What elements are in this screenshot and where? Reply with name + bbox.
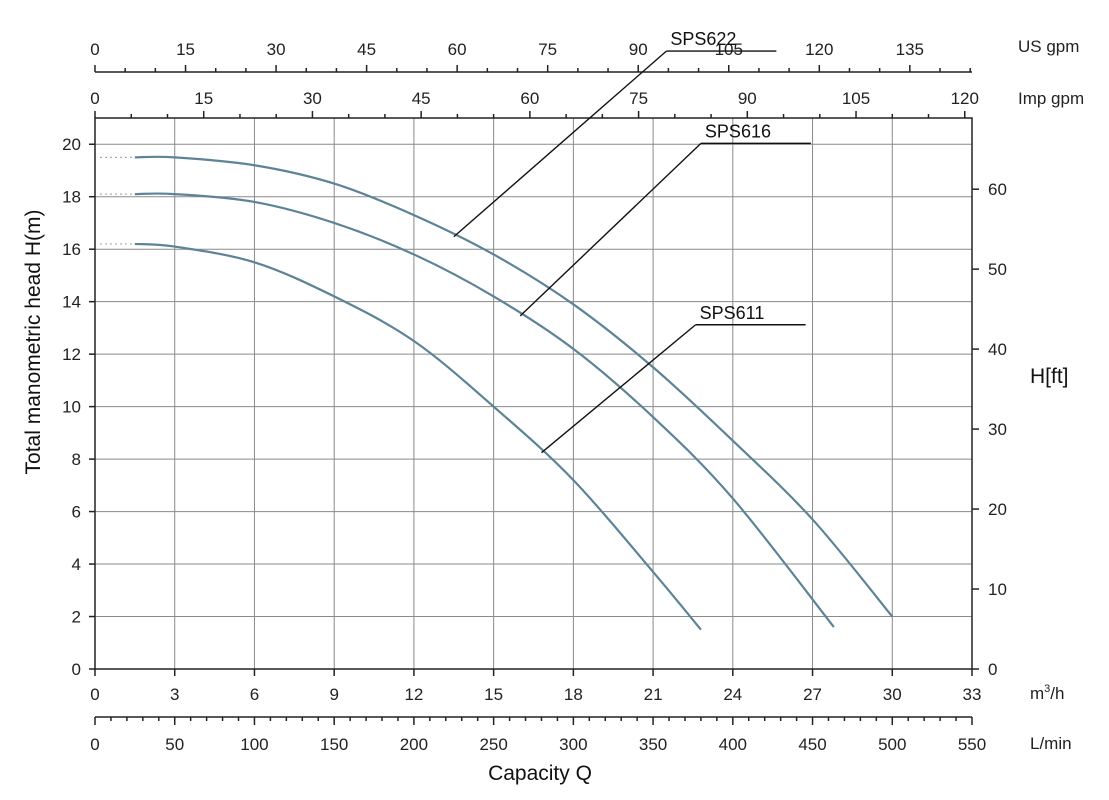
x-tick-label-lmin: 0	[90, 735, 99, 754]
top-tick-label-impgpm: 60	[520, 89, 539, 108]
top-tick-label-impgpm: 0	[90, 89, 99, 108]
top-unit-usgpm: US gpm	[1018, 37, 1079, 56]
series-label: SPS616	[705, 121, 771, 141]
y-right-axis-title: H[ft]	[1030, 365, 1069, 388]
x-tick-label-m3h: 6	[250, 685, 259, 704]
x-tick-label-lmin: 450	[798, 735, 826, 754]
y-right-tick-label: 30	[988, 420, 1007, 439]
top-tick-label-impgpm: 15	[194, 89, 213, 108]
top-tick-label-usgpm: 30	[267, 40, 286, 59]
y-right-tick-label: 0	[988, 660, 997, 679]
x-tick-label-m3h: 27	[803, 685, 822, 704]
top-tick-label-usgpm: 90	[629, 40, 648, 59]
x-tick-label-lmin: 50	[165, 735, 184, 754]
top-tick-label-impgpm: 90	[738, 89, 757, 108]
y-tick-label: 10	[62, 398, 81, 417]
y-axis-title: Total manometric head H(m)	[22, 210, 45, 475]
top-tick-label-usgpm: 15	[176, 40, 195, 59]
x-tick-label-lmin: 500	[878, 735, 906, 754]
top-tick-label-usgpm: 45	[357, 40, 376, 59]
x-tick-label-lmin: 150	[320, 735, 348, 754]
x-tick-label-m3h: 0	[90, 685, 99, 704]
x-tick-label-m3h: 18	[564, 685, 583, 704]
y-tick-label: 2	[72, 608, 81, 627]
top-tick-label-impgpm: 30	[303, 89, 322, 108]
y-right-tick-label: 10	[988, 580, 1007, 599]
x-tick-label-lmin: 250	[479, 735, 507, 754]
y-right-tick-label: 50	[988, 260, 1007, 279]
series-leader-line	[519, 142, 702, 317]
plot-frame	[94, 117, 973, 670]
y-tick-label: 8	[72, 450, 81, 469]
y-right-tick-label: 60	[988, 180, 1007, 199]
series-leader-line	[453, 50, 667, 238]
x-tick-label-m3h: 30	[883, 685, 902, 704]
x-axis-title: Capacity Q	[488, 762, 592, 785]
top-tick-label-usgpm: 135	[896, 40, 924, 59]
y-tick-label: 0	[72, 660, 81, 679]
y-tick-label: 14	[62, 293, 81, 312]
y-tick-label: 18	[62, 188, 81, 207]
y-tick-label: 6	[72, 503, 81, 522]
x-tick-label-m3h: 12	[404, 685, 423, 704]
top-tick-label-usgpm: 60	[448, 40, 467, 59]
x-tick-label-lmin: 300	[559, 735, 587, 754]
y-tick-label: 20	[62, 135, 81, 154]
top-tick-label-impgpm: 45	[412, 89, 431, 108]
top-tick-label-usgpm: 0	[90, 40, 99, 59]
x-tick-label-m3h: 3	[170, 685, 179, 704]
top-tick-label-impgpm: 120	[951, 89, 979, 108]
x-tick-label-m3h: 24	[723, 685, 742, 704]
top-tick-label-usgpm: 75	[538, 40, 557, 59]
top-tick-label-impgpm: 75	[629, 89, 648, 108]
y-tick-label: 4	[72, 555, 81, 574]
series-leader-line	[541, 324, 697, 454]
y-tick-label: 12	[62, 345, 81, 364]
series-line-sps622	[134, 155, 894, 618]
y-tick-label: 16	[62, 240, 81, 259]
grid	[95, 118, 972, 669]
series-group	[100, 155, 894, 631]
x-tick-label-lmin: 400	[719, 735, 747, 754]
y-right-tick-label: 40	[988, 340, 1007, 359]
labels-group: SPS622 SPS616 SPS611	[453, 29, 811, 454]
x-tick-label-lmin: 100	[240, 735, 268, 754]
x-tick-label-lmin: 550	[958, 735, 986, 754]
x-tick-label-lmin: 200	[400, 735, 428, 754]
series-label: SPS611	[700, 303, 765, 323]
series-line-sps616	[134, 192, 835, 628]
top-tick-label-usgpm: 120	[805, 40, 833, 59]
top-unit-impgpm: Imp gpm	[1018, 89, 1084, 108]
x-tick-label-lmin: 350	[639, 735, 667, 754]
x-tick-label-m3h: 33	[963, 685, 982, 704]
x-tick-label-m3h: 9	[329, 685, 338, 704]
y-right-tick-label: 20	[988, 500, 1007, 519]
top-tick-label-impgpm: 105	[842, 89, 870, 108]
series-line-sps611	[134, 242, 702, 631]
x-tick-label-m3h: 15	[484, 685, 503, 704]
top-tick-label-usgpm: 105	[715, 40, 743, 59]
series-label: SPS622	[670, 29, 736, 49]
x-unit-m3h: m3/h	[1030, 683, 1064, 703]
x-unit-lmin: L/min	[1030, 734, 1072, 753]
x-tick-label-m3h: 21	[644, 685, 663, 704]
